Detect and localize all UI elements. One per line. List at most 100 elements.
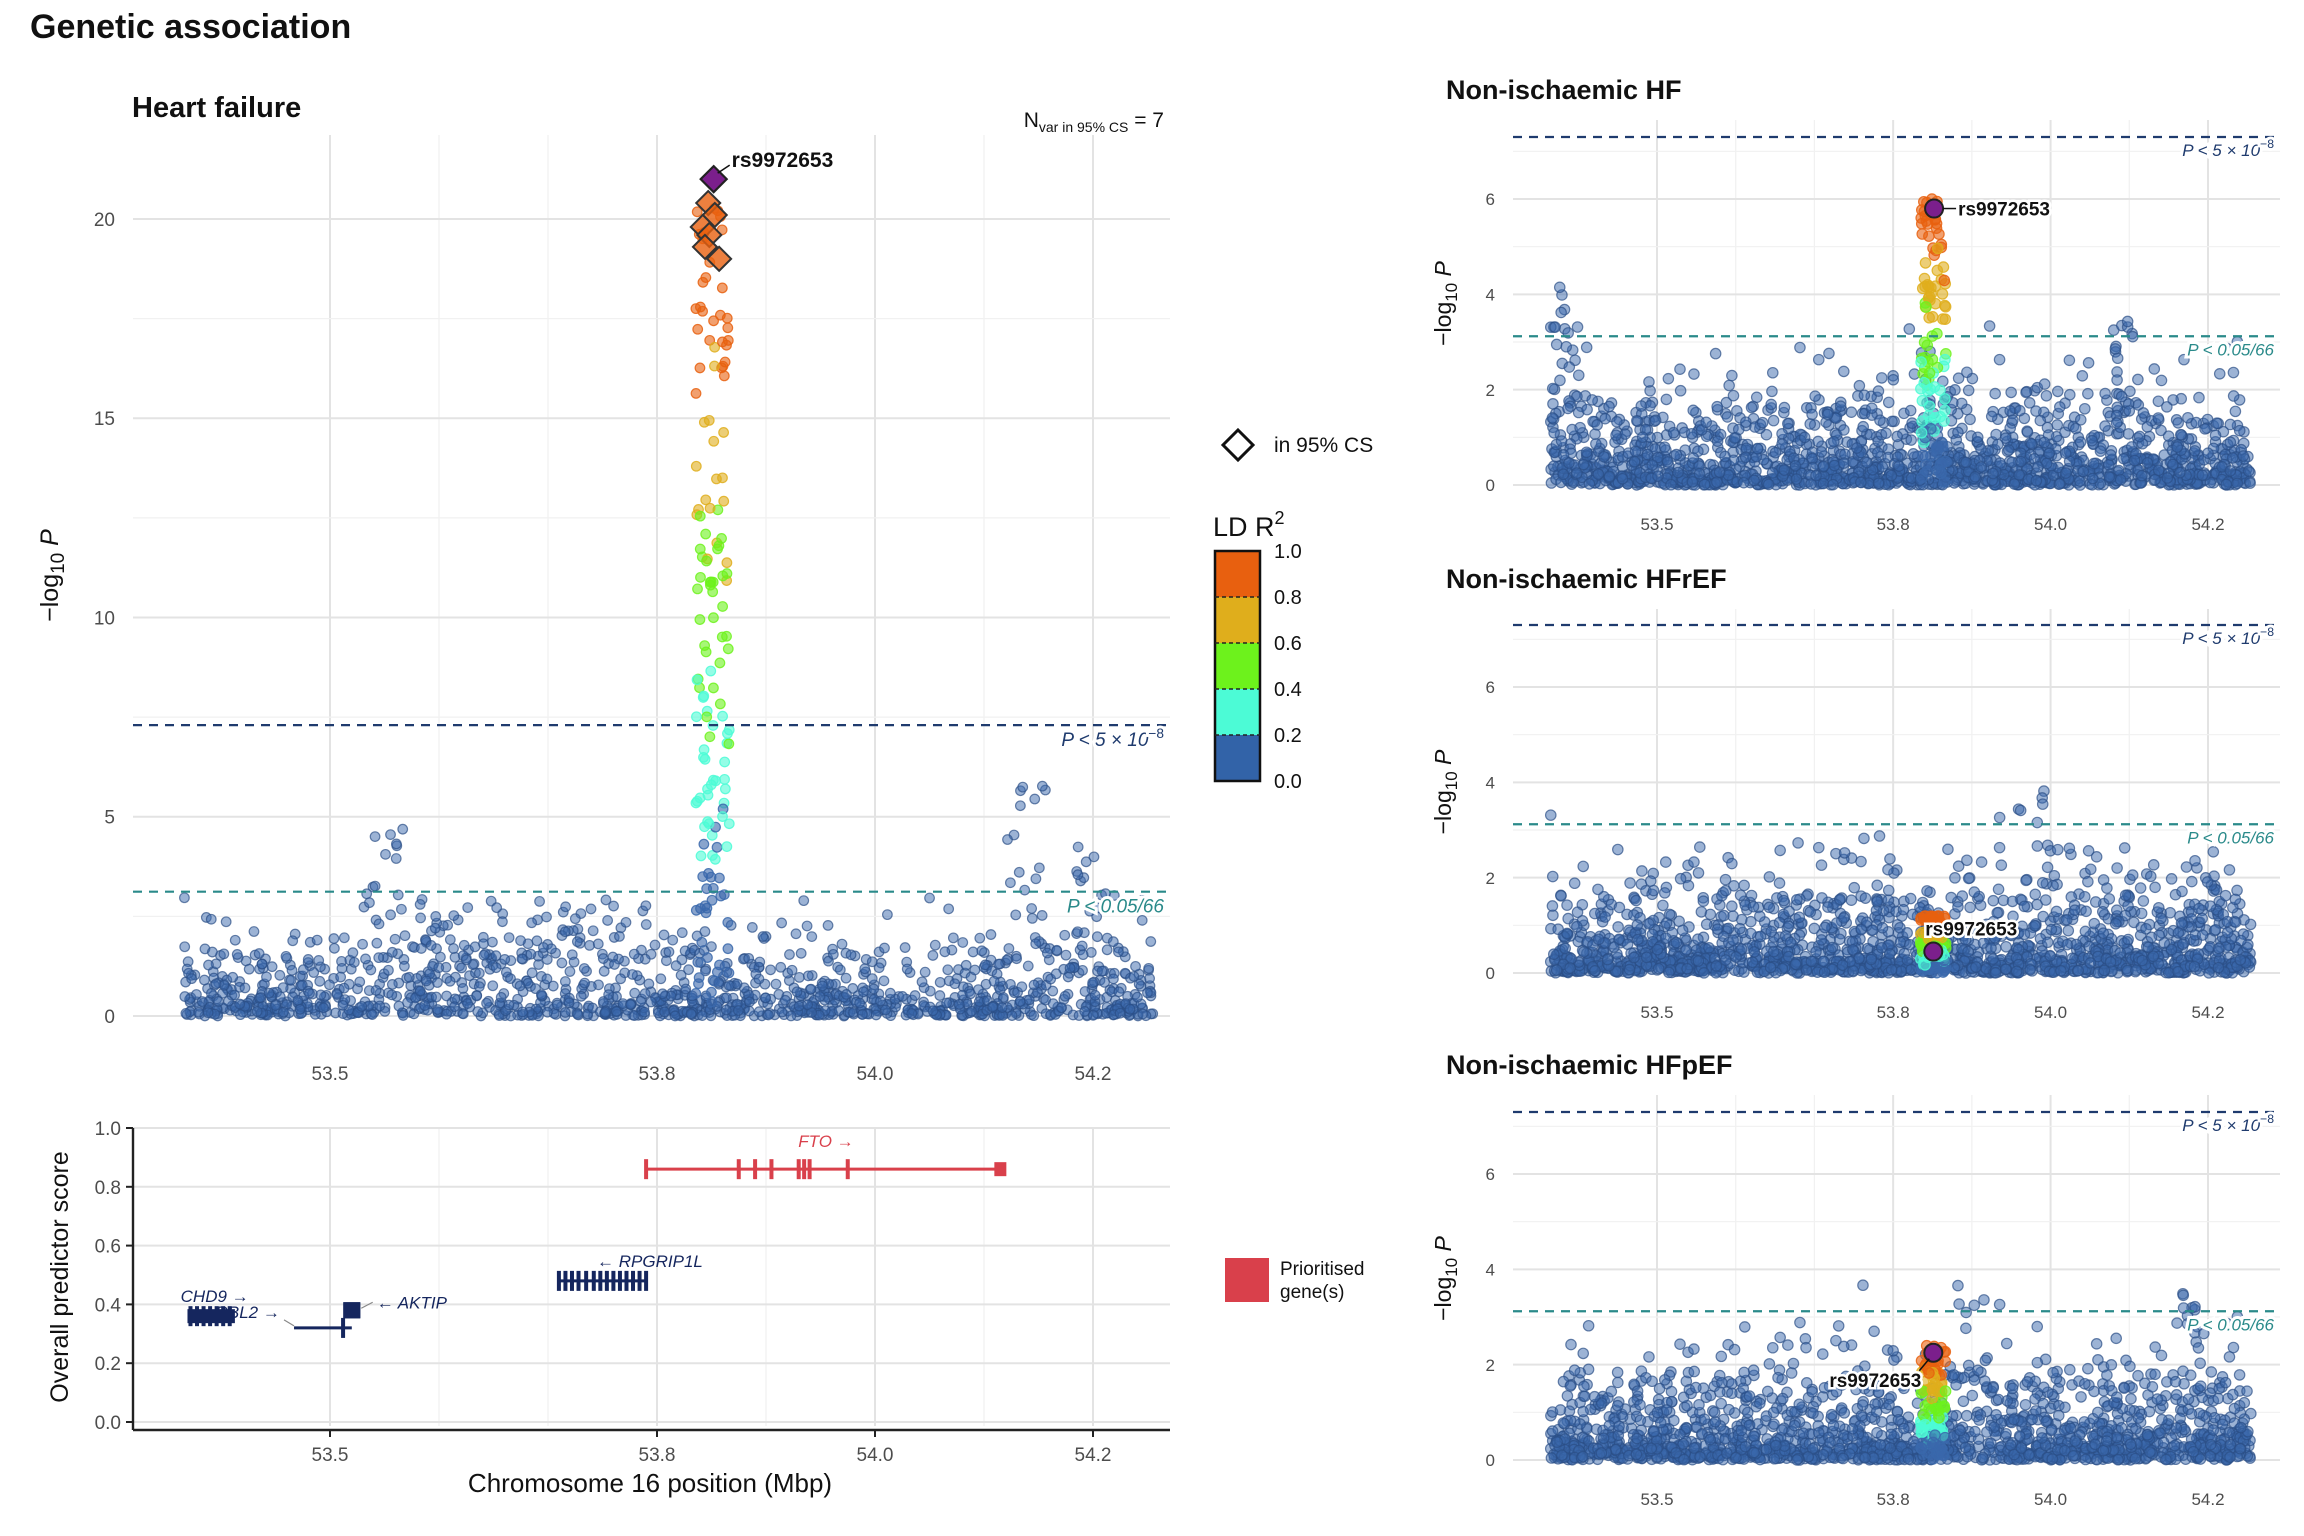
data-point <box>1698 967 1710 979</box>
data-point <box>721 992 732 1004</box>
data-point <box>210 978 222 990</box>
data-point <box>538 942 549 953</box>
data-point <box>599 1006 611 1018</box>
data-point <box>1855 855 1867 868</box>
data-point <box>600 894 612 906</box>
ld-point <box>722 643 734 655</box>
ld-point <box>697 276 709 288</box>
data-point <box>841 989 852 1000</box>
data-point <box>425 940 437 951</box>
data-point <box>1975 443 1987 455</box>
data-point <box>1663 908 1676 921</box>
ld-point <box>709 360 720 372</box>
data-point <box>1649 414 1662 427</box>
ld-point <box>1936 457 1948 470</box>
ld-point <box>1921 465 1934 478</box>
data-point <box>354 976 366 988</box>
data-point <box>1051 944 1063 956</box>
data-point <box>859 963 871 975</box>
data-point <box>1660 393 1673 406</box>
data-point <box>2117 452 2130 465</box>
data-point <box>2014 404 2026 417</box>
data-point <box>2136 469 2148 482</box>
data-point <box>1555 306 1567 319</box>
data-point <box>1550 338 1563 351</box>
data-point <box>1962 384 1975 397</box>
data-point <box>361 888 373 900</box>
data-point <box>1719 873 1732 886</box>
data-point <box>263 987 275 999</box>
ld-point <box>1938 476 1951 488</box>
data-point <box>1004 877 1016 889</box>
data-point <box>854 997 866 1009</box>
data-point <box>941 997 952 1009</box>
data-point <box>1670 448 1683 461</box>
data-point <box>1751 442 1764 455</box>
ld-point <box>717 811 728 822</box>
data-point <box>1719 450 1731 463</box>
data-point <box>1643 376 1655 388</box>
data-point <box>578 963 590 974</box>
data-point <box>2229 405 2242 418</box>
data-point <box>2227 390 2240 402</box>
data-point <box>1030 873 1042 885</box>
data-point <box>414 898 426 910</box>
data-point <box>328 942 340 954</box>
data-point <box>1816 892 1828 904</box>
ld-point <box>705 871 717 883</box>
data-point <box>1711 400 1723 413</box>
data-point <box>845 949 857 961</box>
y-tick-label: 2 <box>1486 869 1495 888</box>
data-point <box>2213 367 2226 380</box>
data-point <box>2224 418 2237 431</box>
y-tick-label: 6 <box>1486 678 1495 697</box>
data-point <box>1130 960 1141 972</box>
ld-point <box>690 797 702 809</box>
data-point <box>679 945 691 957</box>
lead-variant-marker <box>699 164 729 194</box>
data-point <box>969 964 981 976</box>
data-point <box>1136 914 1148 926</box>
data-point <box>1571 467 1583 479</box>
data-point <box>765 964 776 976</box>
data-point <box>2061 938 2074 951</box>
data-point <box>526 967 538 979</box>
data-point <box>1029 793 1041 805</box>
x-tick-label: 53.5 <box>312 1064 349 1085</box>
data-point <box>2227 366 2240 379</box>
page-title: Genetic association <box>30 8 352 46</box>
data-point <box>1047 985 1059 997</box>
data-point <box>2006 895 2019 908</box>
data-point <box>2196 469 2209 482</box>
ld-point <box>709 853 721 865</box>
data-point <box>1560 340 1573 353</box>
data-point <box>471 990 483 1002</box>
data-point <box>2060 914 2073 926</box>
data-point <box>460 954 472 966</box>
data-point <box>514 980 526 992</box>
data-point <box>1876 461 1889 473</box>
data-point <box>481 997 492 1009</box>
ld-point <box>707 576 719 588</box>
data-point <box>1548 427 1560 439</box>
data-point <box>584 939 595 951</box>
data-point <box>1962 872 1975 885</box>
data-point <box>1589 428 1601 440</box>
data-point <box>1023 994 1035 1006</box>
data-point <box>1555 435 1568 447</box>
data-point <box>2103 893 2116 905</box>
cs-diamond <box>691 233 719 261</box>
ld-point <box>719 773 730 785</box>
data-point <box>1088 851 1100 863</box>
data-point <box>2082 875 2094 888</box>
data-point <box>1077 949 1089 961</box>
data-point <box>629 987 641 999</box>
data-point <box>2023 397 2036 409</box>
data-point <box>2172 417 2184 429</box>
data-point <box>2126 869 2139 881</box>
data-point <box>2174 428 2187 441</box>
data-point <box>640 900 652 912</box>
data-point <box>1762 478 1775 491</box>
data-point <box>791 986 803 998</box>
data-point <box>2162 430 2175 442</box>
